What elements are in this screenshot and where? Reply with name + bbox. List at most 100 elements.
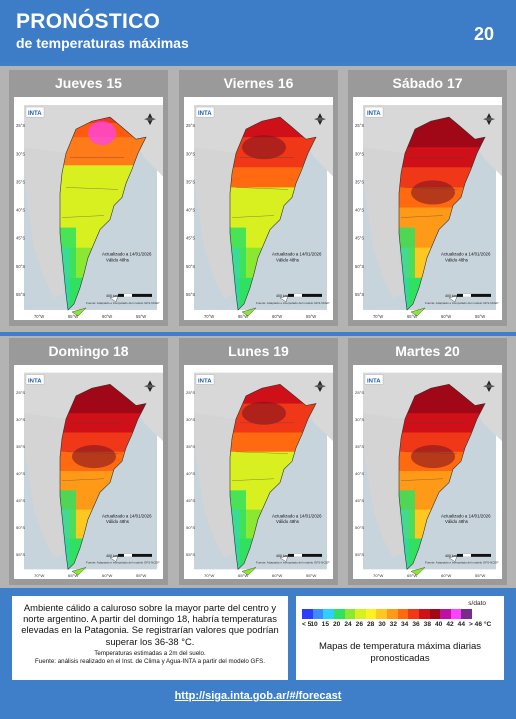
updated-label: Actualizado a 14/01/2026 [102,513,152,518]
lon-label: 60°W [272,573,282,578]
map-frame: INTA Actualizado a 14/01/2026 Válido 48h… [14,97,163,320]
legend-tick: 32 [389,621,397,628]
lon-label: 70°W [34,314,44,319]
lat-label: 40°S [186,208,195,213]
lat-label: 30°S [16,151,25,156]
scale-bar [288,293,322,297]
lon-label: 70°W [204,314,214,319]
legend-tick: < 5 [302,621,312,628]
lat-label: 50°S [186,525,195,530]
valid-label: Válido 48hs [106,258,130,263]
legend-color-bar [302,609,472,619]
lat-label: 25°S [186,390,195,395]
legend-tick: 42 [446,621,454,628]
lat-label: 35°S [355,179,364,184]
inta-logo: INTA [28,378,42,384]
legend-swatch [397,609,409,619]
lat-label: 25°S [355,390,364,395]
legend-swatch [312,609,324,619]
lat-label: 55°S [16,292,25,297]
page-title: PRONÓSTICO [16,10,161,33]
lat-label: 50°S [16,525,25,530]
map-panel: Viernes 16 INTA Actualizado a 14/01/2026… [179,70,338,326]
legend-swatch [344,609,356,619]
scale-label: 400 km [106,554,118,558]
lat-label: 45°S [16,236,25,241]
lat-label: 25°S [186,123,195,128]
map-source-label: Fuente: Adaptado e interpolado del model… [425,301,499,305]
lon-label: 65°W [238,573,248,578]
map-source-label: Fuente: Adaptado e interpolado del model… [86,561,160,565]
legend-swatch [461,609,472,619]
map-day-label: Lunes 19 [228,343,289,359]
legend-swatch [440,609,451,619]
lat-label: 30°S [355,417,364,422]
temperature-map: INTA Actualizado a 14/01/2026 Válido 48h… [184,365,333,579]
lon-label: 60°W [441,573,451,578]
legend-swatch [323,609,334,619]
lat-label: 55°S [16,552,25,557]
legend-swatch [450,609,462,619]
legend-caption: Mapas de temperatura máxima diarias pron… [318,641,482,664]
lat-label: 45°S [16,498,25,503]
lat-label: 55°S [186,292,195,297]
valid-label: Válido 48hs [276,519,299,524]
lat-label: 30°S [186,417,195,422]
temperature-map: INTA Actualizado a 14/01/2026 Válido 48h… [353,365,502,579]
scale-bar [118,553,152,557]
inta-logo: INTA [367,111,381,117]
legend-tick: 40 [435,621,443,628]
updated-label: Actualizado a 14/01/2026 [441,513,491,518]
scale-label: 400 km [445,554,457,558]
scale-label: 400 km [106,294,118,298]
lat-label: 45°S [186,236,195,241]
map-day-label: Domingo 18 [48,343,129,359]
updated-label: Actualizado a 14/01/2026 [102,252,152,257]
scale-bar [118,293,152,297]
lon-label: 65°W [68,573,78,578]
legend-tick: 26 [355,621,363,628]
lon-label: 65°W [68,314,78,319]
lat-label: 30°S [186,151,195,156]
legend-tick: 30 [378,621,386,628]
temperature-map: INTA Actualizado a 14/01/2026 Válido 48h… [184,97,333,320]
lon-label: 55°W [475,314,485,319]
legend-tick: 36 [412,621,420,628]
legend-swatch [376,609,387,619]
updated-label: Actualizado a 14/01/2026 [272,252,322,257]
map-frame: INTA Actualizado a 14/01/2026 Válido 48h… [184,97,333,320]
inta-logo: INTA [198,378,212,384]
page-subtitle: de temperaturas máximas [16,35,189,51]
lon-label: 65°W [407,314,417,319]
map-frame: INTA Actualizado a 14/01/2026 Válido 48h… [14,365,163,579]
legend-tick: 15 [321,621,329,628]
legend-no-data-label: s/dato [468,600,486,607]
temperature-map: INTA Actualizado a 14/01/2026 Válido 48h… [14,97,163,320]
scale-label: 400 km [276,554,288,558]
lat-label: 30°S [16,417,25,422]
map-frame: INTA Actualizado a 14/01/2026 Válido 48h… [184,365,333,579]
legend-swatch [418,609,430,619]
legend-tick: > 46 °C [469,621,492,628]
lat-label: 40°S [16,208,25,213]
lon-label: 60°W [102,573,112,578]
temperature-map: INTA Actualizado a 14/01/2026 Válido 48h… [353,97,502,320]
lon-label: 55°W [306,314,316,319]
lon-label: 55°W [136,314,146,319]
lon-label: 70°W [34,573,44,578]
forecast-source: Fuente: análisis realizado en el Inst. d… [35,657,265,665]
legend-swatch [429,609,441,619]
lon-label: 55°W [136,573,146,578]
valid-label: Válido 48hs [106,519,129,524]
map-source-label: Fuente: Adaptado e interpolado del model… [86,301,160,305]
lat-label: 30°S [355,151,364,156]
map-frame: INTA Actualizado a 14/01/2026 Válido 48h… [353,97,502,320]
legend-tick: 24 [344,621,352,628]
forecast-url-link[interactable]: http://siga.inta.gob.ar/#/forecast [174,690,342,702]
forecast-summary-box: Ambiente cálido a caluroso sobre la mayo… [12,596,288,680]
legend-swatch [365,609,377,619]
legend-tick: 28 [367,621,375,628]
map-panel: Jueves 15 INTA Actualizado a 14/01/2026 … [9,70,168,326]
scale-label: 400 km [276,294,288,298]
lat-label: 45°S [355,236,364,241]
